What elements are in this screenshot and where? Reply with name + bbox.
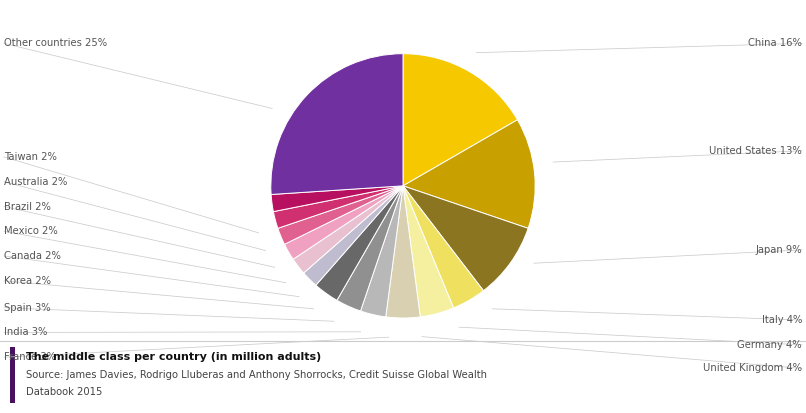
Wedge shape (403, 120, 535, 228)
Wedge shape (285, 186, 403, 259)
Wedge shape (271, 54, 403, 195)
Text: Databook 2015: Databook 2015 (26, 387, 102, 397)
Text: Korea 2%: Korea 2% (4, 276, 51, 286)
Wedge shape (403, 186, 484, 308)
Text: Source: James Davies, Rodrigo Lluberas and Anthony Shorrocks, Credit Suisse Glob: Source: James Davies, Rodrigo Lluberas a… (26, 370, 487, 380)
Text: Spain 3%: Spain 3% (4, 303, 51, 313)
Wedge shape (403, 186, 454, 317)
Wedge shape (360, 186, 403, 317)
Wedge shape (337, 186, 403, 311)
Wedge shape (386, 186, 420, 318)
Text: India 3%: India 3% (4, 328, 48, 337)
Text: Canada 2%: Canada 2% (4, 251, 61, 261)
Wedge shape (271, 186, 403, 211)
Wedge shape (403, 54, 517, 186)
Text: China 16%: China 16% (748, 38, 802, 48)
Text: Germany 4%: Germany 4% (737, 340, 802, 350)
Wedge shape (293, 186, 403, 273)
Text: Other countries 25%: Other countries 25% (4, 38, 107, 48)
Text: The middle class per country (in million adults): The middle class per country (in million… (26, 352, 321, 362)
Wedge shape (316, 186, 403, 300)
Text: Italy 4%: Italy 4% (762, 315, 802, 325)
Text: United Kingdom 4%: United Kingdom 4% (703, 363, 802, 373)
Text: Brazil 2%: Brazil 2% (4, 202, 51, 211)
Text: Australia 2%: Australia 2% (4, 177, 68, 187)
Text: Mexico 2%: Mexico 2% (4, 226, 58, 236)
Wedge shape (403, 186, 528, 291)
Wedge shape (304, 186, 403, 285)
Text: France 3%: France 3% (4, 352, 56, 362)
Wedge shape (273, 186, 403, 228)
Text: United States 13%: United States 13% (709, 146, 802, 156)
Text: Japan 9%: Japan 9% (755, 245, 802, 255)
Text: Taiwan 2%: Taiwan 2% (4, 152, 57, 162)
Wedge shape (278, 186, 403, 244)
